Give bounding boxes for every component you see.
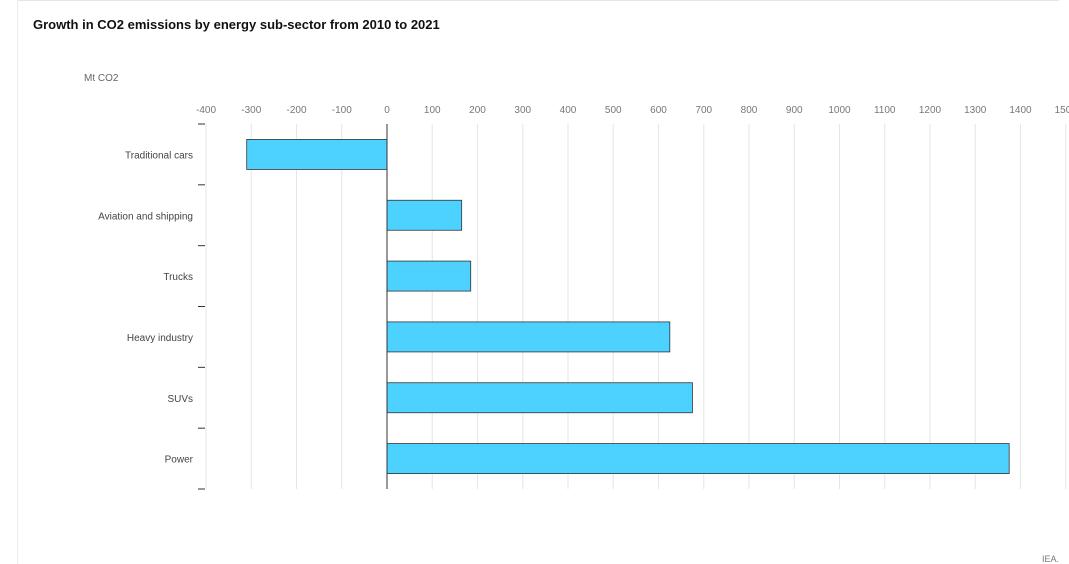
top-border <box>17 0 1059 1</box>
x-tick-label: -300 <box>241 105 261 116</box>
x-tick-label: 1200 <box>919 105 942 116</box>
x-tick-label: 100 <box>424 105 441 116</box>
source-label: IEA. <box>1042 554 1060 564</box>
x-tick-label: 200 <box>469 105 486 116</box>
bar <box>386 199 463 231</box>
x-tick-label: 500 <box>605 105 622 116</box>
unit-label: Mt CO2 <box>84 73 119 84</box>
x-tick-label: 1500 <box>1055 105 1069 116</box>
x-tick-label: -200 <box>286 105 306 116</box>
category-label: Heavy industry <box>127 333 193 344</box>
category-label: Trucks <box>163 272 193 283</box>
chart-title: Growth in CO2 emissions by energy sub-se… <box>33 17 440 32</box>
x-tick-label: 600 <box>650 105 667 116</box>
x-tick-label: 1300 <box>964 105 987 116</box>
bar <box>386 382 693 414</box>
category-label: Traditional cars <box>125 150 193 161</box>
bar <box>246 139 388 170</box>
x-tick-label: 300 <box>514 105 531 116</box>
x-tick-label: 1100 <box>874 105 896 116</box>
x-tick-label: 1400 <box>1009 105 1032 116</box>
x-tick-label: 800 <box>741 105 758 116</box>
x-tick-label: 400 <box>560 105 577 116</box>
category-label: SUVs <box>167 394 193 405</box>
x-tick-label: 900 <box>786 105 803 116</box>
bar <box>386 260 472 292</box>
x-tick-label: 700 <box>695 105 712 116</box>
x-tick-label: 1000 <box>828 105 851 116</box>
left-border <box>17 0 18 564</box>
category-label: Aviation and shipping <box>98 211 193 222</box>
x-tick-label: 0 <box>384 105 390 116</box>
category-label: Power <box>165 455 194 466</box>
x-tick-label: -100 <box>332 105 352 116</box>
bar <box>386 443 1010 474</box>
x-tick-label: -400 <box>196 105 216 116</box>
bar <box>386 321 671 353</box>
